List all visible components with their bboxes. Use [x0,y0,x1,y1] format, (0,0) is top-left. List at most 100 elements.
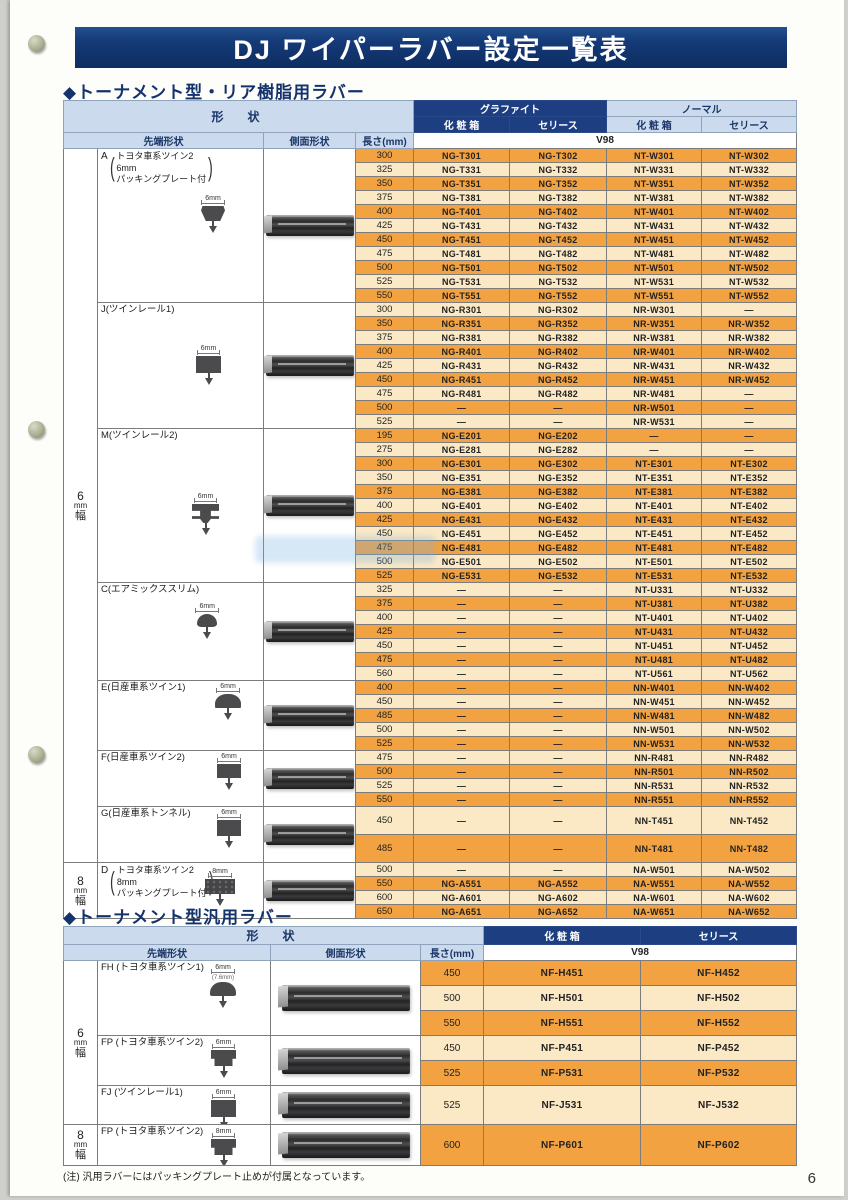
part-number-cell: — [701,442,798,457]
length-cell: 525 [354,274,415,289]
rubber-profile-shape [196,356,221,373]
part-number-cell: NA-W552 [701,876,798,891]
tip-shape-cell: A(トヨタ車系ツイン2 6mm パッキングプレート付) 6mm [97,148,264,303]
side-profile-cell [263,428,356,583]
part-number-cell: NA-W651 [606,904,703,919]
table-header-row: 先端形状 側面形状 長さ(mm) V98 [63,944,798,961]
part-number-cell: — [509,736,608,751]
part-number-cell: — [413,666,511,681]
part-number-cell: NN-W531 [606,736,703,751]
dimension-label: 6mm [211,964,235,974]
part-number-cell: NG-T532 [509,274,608,289]
tip-profile-icon: 6mm [192,493,219,535]
part-number-cell: NF-H502 [640,985,798,1011]
part-number-cell: NG-R401 [413,344,511,359]
part-number-cell: NT-W401 [606,204,703,219]
part-number-cell: NT-W551 [606,288,703,303]
part-number-cell: NR-W531 [606,414,703,429]
arrow-down-icon [225,783,233,790]
part-number-cell: NT-E401 [606,498,703,513]
length-cell: 400 [354,498,415,513]
part-number-cell: — [413,862,511,877]
arrow-stem [204,523,207,528]
part-number-cell: NG-T482 [509,246,608,261]
table-row: 300 NG-E301 NG-E302 NT-E301 NT-E302 [64,456,798,471]
length-cell: 500 [354,862,415,877]
length-cell: 475 [354,652,415,667]
tip-shape-cell: C(エアミックススリム) 6mm [97,582,264,681]
table-row: G(日産車系トンネル) 6mm 450— — NN-T451 NN-T452 [64,806,798,863]
side-profile-cell [263,148,356,303]
table-row: 400— — NT-U401 NT-U402 [64,610,798,625]
length-cell: 195 [354,428,415,443]
arrow-down-icon [204,378,213,385]
part-number-cell: NG-T382 [509,190,608,205]
length-cell: 300 [354,302,415,317]
side-profile-photo [265,705,354,726]
side-profile-photo [281,1132,410,1158]
table-row: 275 NG-E281 NG-E282— — [64,442,798,457]
part-number-cell: — [413,400,511,415]
side-profile-cell [263,806,356,863]
part-number-cell: — [509,652,608,667]
part-number-cell: NN-R502 [701,764,798,779]
length-cell: 325 [354,582,415,597]
section-letter: A [101,151,108,162]
part-number-cell: — [413,414,511,429]
width-group-label: 8 mm 幅 [63,862,98,919]
table-row: 375— — NT-U381 NT-U382 [64,596,798,611]
table-row: 560— — NT-U561 NT-U562 [64,666,798,681]
dimension-label: 6mm [193,493,218,503]
arrow-down-icon [201,528,210,535]
tip-shape-cell: F(日産車系ツイン2) 6mm [97,750,264,807]
table-row: 350 NG-E351 NG-E352 NT-E351 NT-E352 [64,470,798,485]
side-profile-cell [270,1035,421,1086]
part-number-cell: NT-E351 [606,470,703,485]
part-number-cell: NT-W382 [701,190,798,205]
table-row: 500 NG-E501 NG-E502 NT-E501 NT-E502 [64,554,798,569]
table-row: F(日産車系ツイン2) 6mm 475— — NN-R481 NN-R482 [64,750,798,807]
arrow-down-icon [203,632,212,639]
part-number-cell: NR-W402 [701,344,798,359]
part-number-cell: — [413,764,511,779]
part-number-cell: — [606,428,703,443]
tip-shape-label: J(ツインレール1) [101,304,175,315]
arrow-down-icon [224,713,232,720]
width-label-char: mm [73,1037,88,1047]
part-number-cell: NT-U562 [701,666,798,681]
part-number-cell: NG-T332 [509,162,608,177]
length-cell: 450 [419,1035,485,1061]
part-number-cell: NG-T432 [509,218,608,233]
length-cell: 500 [419,985,485,1011]
part-number-cell: NG-E451 [413,526,511,541]
length-cell: 375 [354,330,415,345]
tip-shape-label: FP (トヨタ車系ツイン2) [101,1037,204,1048]
part-number-cell: NG-T451 [413,232,511,247]
dimension-label: 6mm [195,603,219,613]
tip-shape-cell: FP (トヨタ車系ツイン2) 6mm [97,1035,271,1086]
table-row: 550 NG-T551 NG-T552 NT-W551 NT-W552 [64,288,798,303]
part-number-cell: NT-E431 [606,512,703,527]
catalog-page: DJ ワイパーラバー設定一覧表 ◆トーナメント型・リア樹脂用ラバー 形 状 グラ… [10,0,844,1196]
table-row: 6 mm 幅 A(トヨタ車系ツイン2 6mm パッキングプレート付) 6mm 300 NG-T3… [63,148,798,863]
arrow-stem [227,708,229,713]
length-cell: 525 [419,1085,485,1125]
part-number-cell: NG-T401 [413,204,511,219]
side-profile-photo [265,621,354,642]
part-number-cell: — [413,610,511,625]
tip-shape-cell: FP (トヨタ車系ツイン2) 8mm [97,1124,271,1166]
length-cell: 400 [354,344,415,359]
part-number-cell: NG-R481 [413,386,511,401]
part-number-cell: NN-R501 [606,764,703,779]
part-number-cell: NT-E301 [606,456,703,471]
table-row: 485— — NN-W481 NN-W482 [64,708,798,723]
rubber-profile-shape [210,982,236,996]
table-row: 525— — NN-R531 NN-R532 [64,778,798,793]
table-header-row: 先端形状 側面形状 長さ(mm) V98 [63,132,798,149]
length-cell: 550 [354,876,415,891]
header-shape: 形 状 [62,926,485,945]
table-row: FP (トヨタ車系ツイン2) 6mm 450 NF-P451 NF-P452 [64,1035,798,1086]
length-cell: 325 [354,162,415,177]
part-number-cell: NN-W532 [701,736,798,751]
header-version: V98 [413,132,798,149]
